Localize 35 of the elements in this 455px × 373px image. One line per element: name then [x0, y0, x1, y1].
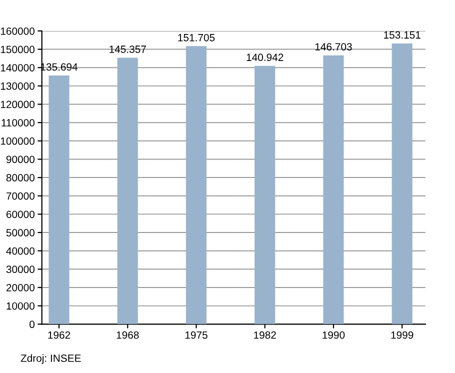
y-tick-label: 160000: [0, 27, 35, 35]
y-tick-label: 20000: [6, 284, 35, 292]
y-tick-label: 100000: [0, 137, 35, 145]
x-tick-label: 1968: [116, 331, 139, 339]
bar: [48, 75, 70, 324]
y-tick-label: 10000: [6, 302, 35, 310]
x-tick-label: 1982: [254, 331, 276, 339]
bar: [254, 66, 276, 324]
y-tick-label: 140000: [0, 64, 35, 72]
y-tick-label: 50000: [6, 229, 35, 236]
x-tick-label: 1962: [48, 331, 70, 339]
text: Zdroj: INSEE: [20, 354, 81, 364]
y-tick-label: 90000: [6, 156, 35, 164]
y-tick-label: 130000: [0, 82, 35, 90]
bar: [117, 58, 138, 324]
y-tick-label: 70000: [6, 192, 35, 200]
y-tick-label: 80000: [6, 174, 35, 182]
x-tick-label: 1990: [322, 331, 345, 339]
y-tick-label: 60000: [6, 210, 35, 218]
y-tick-label: 40000: [6, 247, 35, 255]
data-label: 153.151: [384, 31, 420, 39]
y-tick-label: 150000: [0, 46, 35, 54]
bar: [392, 44, 412, 324]
y-tick-label: 110000: [2, 119, 35, 126]
y-tick-label: 30000: [6, 266, 35, 274]
bar: [323, 55, 344, 324]
y-tick-label: 120000: [0, 100, 35, 108]
data-label: 146.703: [315, 43, 352, 50]
data-label: 140.942: [246, 54, 284, 62]
x-tick-label: 1999: [391, 331, 414, 339]
data-label: 145.357: [110, 46, 146, 53]
y-tick-label: 0: [30, 320, 35, 328]
x-tick-label: 1975: [185, 331, 208, 339]
data-label: 151.705: [178, 34, 215, 42]
bar: [186, 46, 207, 324]
